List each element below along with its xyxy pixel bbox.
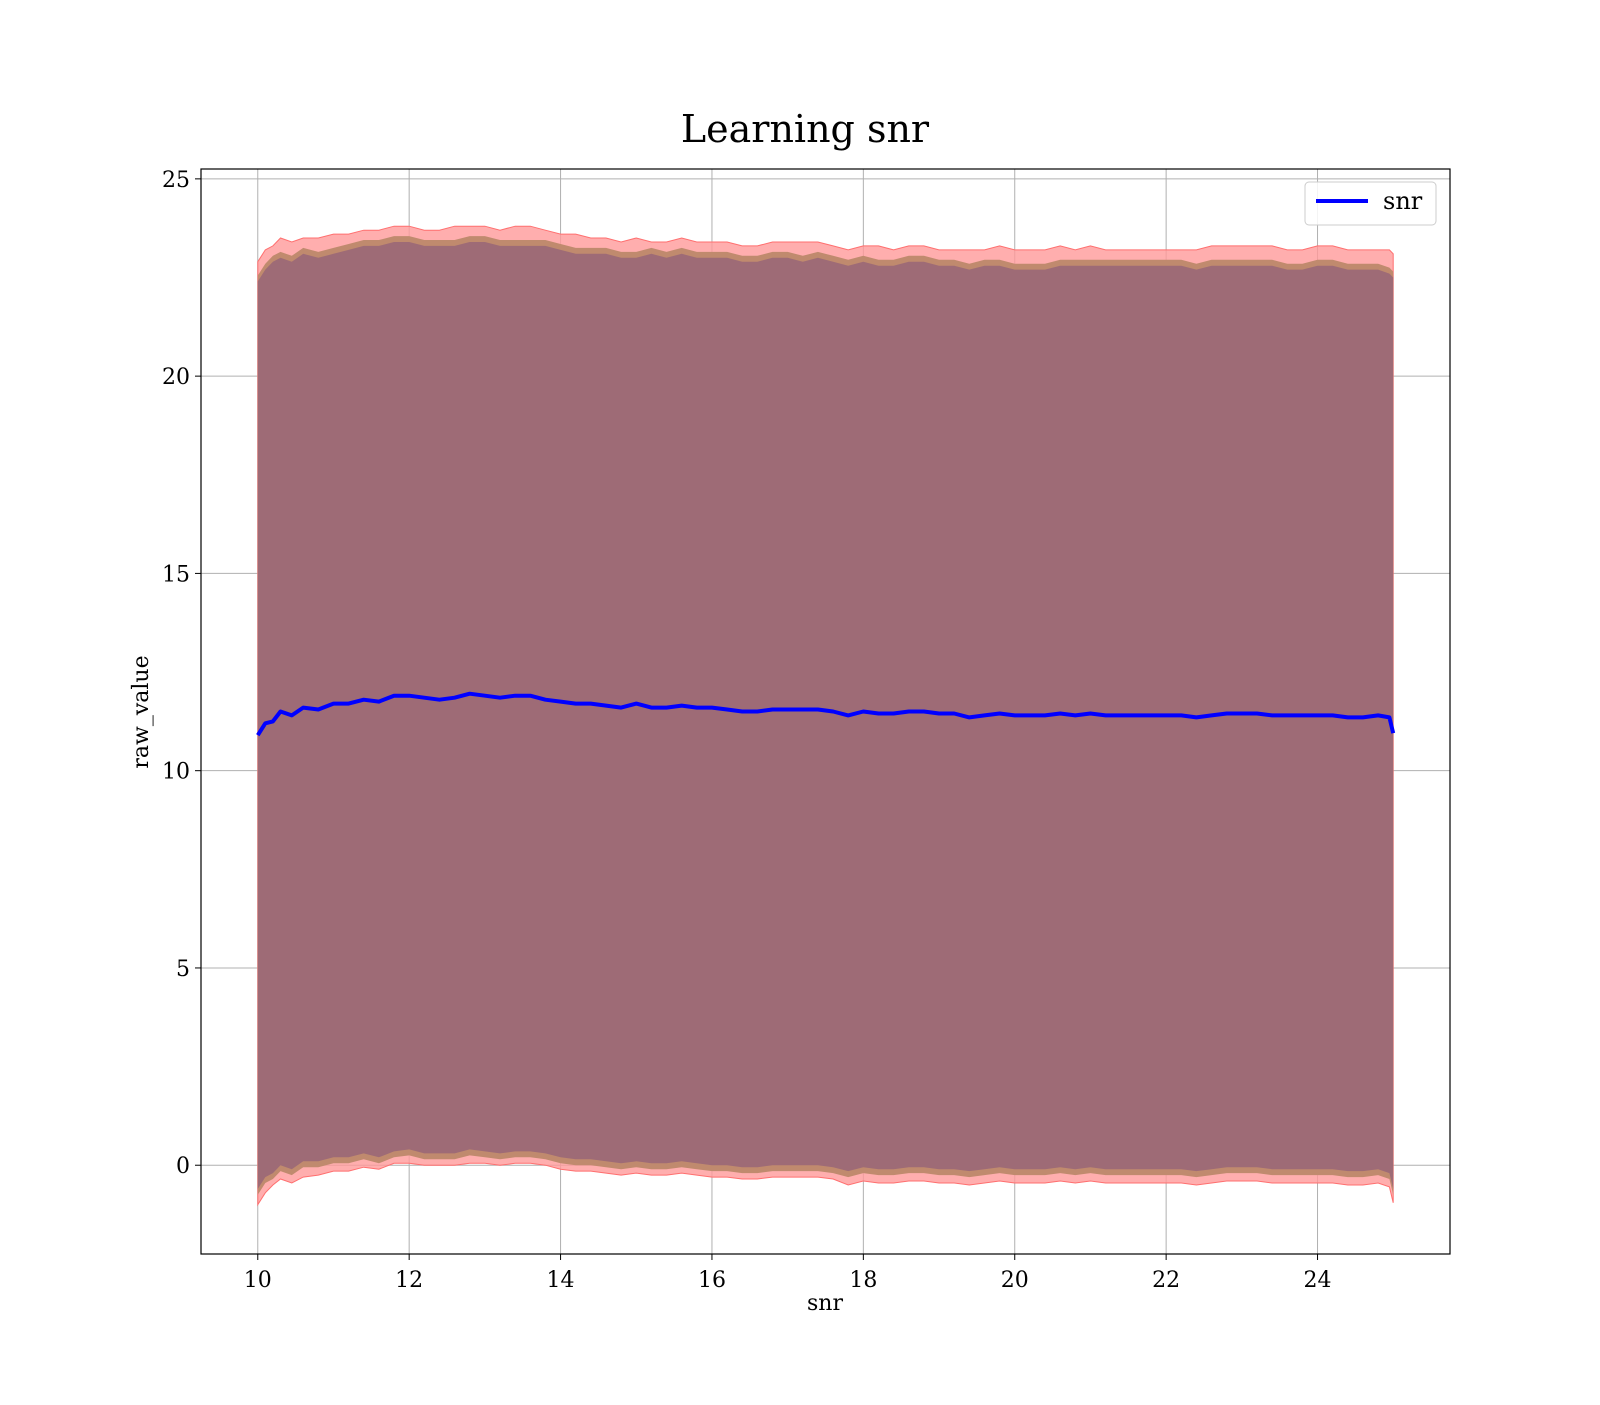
x-tick-label: 14 [547, 1268, 575, 1293]
x-tick-label: 18 [849, 1268, 877, 1293]
legend: snr [1304, 181, 1437, 226]
y-tick-label: 0 [176, 1154, 190, 1179]
y-axis-label: raw_value [129, 655, 154, 768]
y-tick-label: 15 [162, 562, 190, 587]
chart-title: Learning snr [681, 107, 930, 151]
plot-frame [200, 168, 1451, 1255]
x-axis-label: snr [807, 1291, 843, 1316]
axis-ticks: 10 12 14 16 18 20 22 24 0 5 10 15 20 25 [162, 168, 1332, 1293]
inner-band [257, 242, 1394, 1189]
y-tick-label: 10 [162, 760, 190, 785]
series-layer [256, 691, 1396, 737]
series-line-snr [256, 691, 1396, 737]
x-tick-label: 22 [1152, 1268, 1180, 1293]
x-tick-label: 16 [698, 1268, 726, 1293]
band-layer [257, 225, 1394, 1207]
y-tick-label: 25 [162, 168, 190, 193]
x-tick-label: 20 [1001, 1268, 1029, 1293]
x-tick-label: 12 [395, 1268, 423, 1293]
legend-label-snr: snr [1383, 187, 1423, 215]
y-tick-label: 5 [176, 957, 190, 982]
legend-box [1304, 181, 1437, 226]
y-tick-label: 20 [162, 365, 190, 390]
x-tick-label: 24 [1304, 1268, 1332, 1293]
x-tick-label: 10 [244, 1268, 272, 1293]
